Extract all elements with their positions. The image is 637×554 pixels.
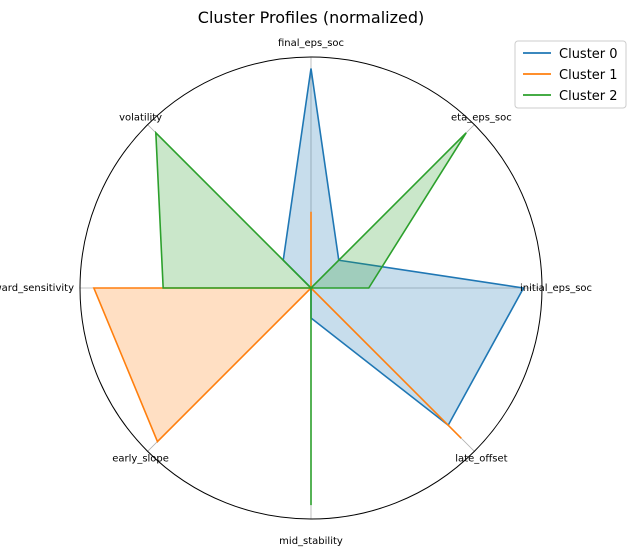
series-line-2 [154, 130, 467, 506]
axis-label-mid_stability: mid_stability [279, 536, 343, 547]
legend: Cluster 0 Cluster 1 Cluster 2 [514, 40, 627, 109]
axis-label-reward_sensitivity: reward_sensitivity [0, 283, 74, 294]
axis-label-volatility: volatility [119, 113, 162, 124]
legend-box [514, 40, 627, 109]
series-line-1 [92, 211, 462, 443]
legend-label-2: Cluster 2 [559, 89, 618, 104]
series-fill-0 [283, 68, 524, 426]
axis-labels: initial_eps_soc eta_eps_soc final_eps_socv… [0, 38, 592, 547]
legend-label-1: Cluster 1 [559, 68, 618, 83]
axis-label-final_eps_soc: final_eps_soc [278, 38, 344, 49]
axis-label-eta_eps_soc: eta_eps_soc [451, 113, 512, 124]
axis-label-late_offset: late_offset [455, 453, 507, 464]
legend-label-0: Cluster 0 [559, 47, 618, 62]
axis-label-initial_eps_soc: initial_eps_soc [520, 283, 592, 294]
series-fill-2 [155, 132, 467, 506]
outer-ring [79, 56, 543, 520]
chart-title: Cluster Profiles (normalized) [198, 8, 424, 27]
axis-label-early_slope: early_slope [112, 453, 169, 464]
radar-series [92, 68, 525, 506]
series-fill-1 [93, 211, 462, 442]
